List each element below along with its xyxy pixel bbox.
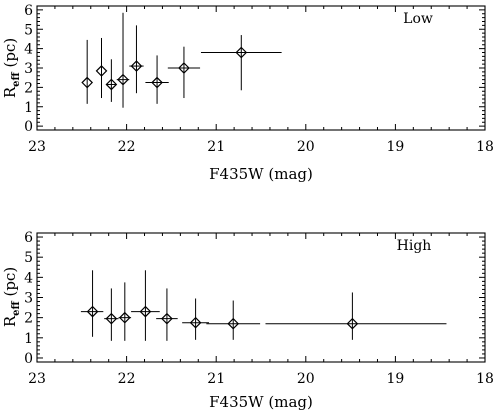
y-tick-label: 5 — [24, 250, 33, 266]
y-tick-label: 3 — [24, 291, 33, 307]
data-points — [81, 12, 282, 108]
data-point-marker — [118, 311, 131, 324]
y-tick-label: 2 — [24, 311, 33, 327]
x-tick-label: 20 — [297, 371, 315, 387]
x-ticks: 23 22 21 20 19 18 — [28, 233, 494, 387]
x-axis-label: F435W (mag) — [209, 165, 313, 183]
x-ticks: 23 22 21 20 19 18 — [28, 6, 494, 155]
x-tick-label: 21 — [207, 139, 225, 155]
x-tick-label: 19 — [386, 371, 404, 387]
x-tick-label: 22 — [118, 371, 136, 387]
x-tick-label: 18 — [476, 371, 494, 387]
y-tick-label: 4 — [24, 270, 33, 286]
x-tick-label: 23 — [28, 371, 46, 387]
y-tick-label: 3 — [24, 61, 33, 77]
y-tick-label: 5 — [24, 22, 33, 38]
y-axis-label: Reff (pc) — [1, 38, 22, 98]
x-tick-label: 22 — [118, 139, 136, 155]
data-point-marker — [235, 46, 248, 59]
y-tick-label: 1 — [24, 331, 33, 347]
x-tick-label: 20 — [297, 139, 315, 155]
y-tick-label: 0 — [24, 351, 33, 367]
data-point-marker — [161, 312, 173, 325]
x-tick-label: 23 — [28, 139, 46, 155]
data-point-marker — [117, 73, 129, 86]
panel-label: High — [397, 238, 432, 254]
y-tick-label: 6 — [24, 230, 33, 246]
y-axis-label: Reff (pc) — [1, 267, 22, 327]
data-point-marker — [105, 312, 118, 325]
x-tick-label: 19 — [386, 139, 404, 155]
data-point-marker — [105, 78, 118, 91]
data-point-marker — [95, 65, 108, 77]
x-axis-label: F435W (mag) — [209, 393, 313, 411]
data-point-marker — [130, 60, 143, 72]
data-point-marker — [227, 317, 240, 330]
x-tick-label: 18 — [476, 139, 494, 155]
data-point-marker — [346, 317, 359, 330]
y-ticks: 0 1 2 3 4 5 6 — [24, 230, 485, 367]
data-points — [80, 270, 447, 341]
data-point-marker — [81, 76, 94, 89]
data-point-marker — [86, 305, 99, 318]
data-point-marker — [151, 76, 163, 89]
y-tick-label: 2 — [24, 80, 33, 96]
y-tick-label: 6 — [24, 3, 33, 19]
y-ticks: 0 1 2 3 4 5 6 — [24, 3, 485, 135]
panel-label: Low — [403, 11, 433, 27]
y-tick-label: 1 — [24, 100, 33, 116]
y-tick-label: 4 — [24, 42, 33, 58]
x-tick-label: 21 — [207, 371, 225, 387]
data-point-marker — [178, 62, 190, 74]
data-point-marker — [189, 316, 202, 329]
data-point-marker — [139, 305, 152, 318]
y-tick-label: 0 — [24, 119, 33, 135]
